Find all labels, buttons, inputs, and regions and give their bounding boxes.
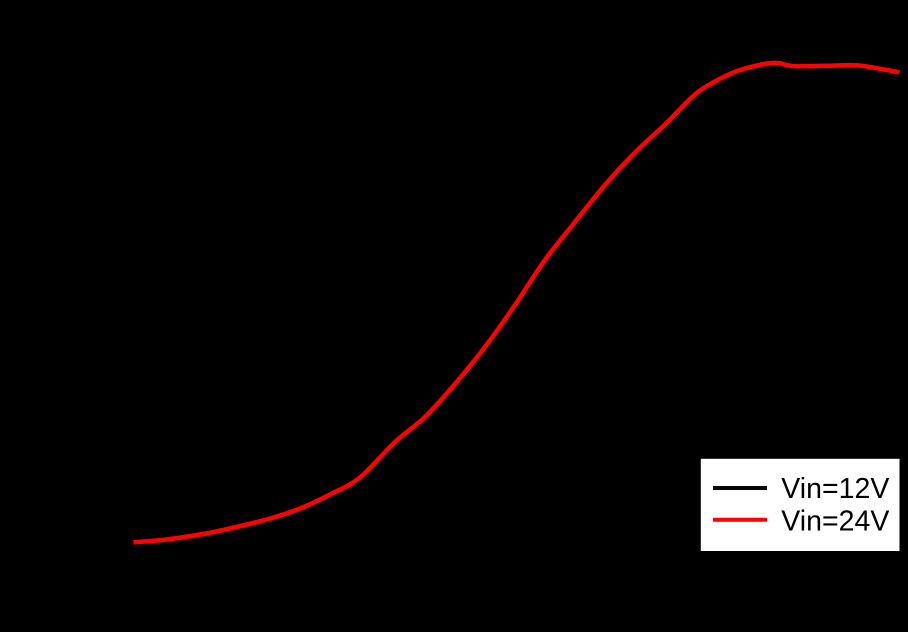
svg-text:Vin=24V: Vin=24V [781,505,889,537]
svg-text:Vin=12V: Vin=12V [781,473,889,505]
